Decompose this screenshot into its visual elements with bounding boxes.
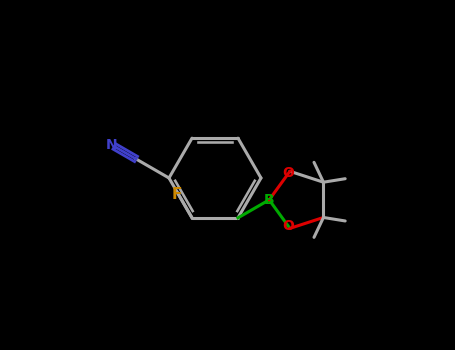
Text: O: O <box>282 166 294 180</box>
Text: B: B <box>264 193 274 207</box>
Text: O: O <box>282 219 294 233</box>
Text: F: F <box>172 187 182 202</box>
Text: N: N <box>106 138 118 152</box>
